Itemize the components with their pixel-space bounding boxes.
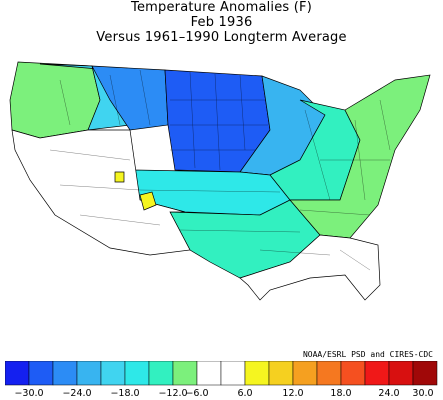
legend-swatch <box>5 361 30 386</box>
legend-tick-label: −18.0 <box>110 388 140 399</box>
color-legend <box>5 361 438 386</box>
legend-tick-label: 30.0 <box>412 388 434 399</box>
region-southwest <box>11 129 191 256</box>
data-credit: NOAA/ESRL PSD and CIRES-CDC <box>302 350 433 359</box>
legend-tick-label: −24.0 <box>62 388 92 399</box>
legend-swatch <box>292 361 318 386</box>
legend-tick-label: 24.0 <box>378 388 400 399</box>
legend-swatch <box>412 361 438 386</box>
us-anomaly-map <box>9 61 431 301</box>
legend-swatch <box>124 361 150 386</box>
legend-swatch <box>172 361 198 386</box>
legend-swatch <box>244 361 270 386</box>
map-title: Temperature Anomalies (F) <box>131 0 312 15</box>
legend-tick-label: 6.0 <box>237 388 253 399</box>
legend-swatch <box>364 361 390 386</box>
legend-swatch <box>220 361 246 386</box>
region-utah-spot-1 <box>114 171 125 183</box>
region-montana-plains <box>91 65 169 131</box>
map-date: Feb 1936 <box>190 15 253 30</box>
legend-tick-label: 18.0 <box>330 388 352 399</box>
legend-tick-label: −12.0 <box>158 388 188 399</box>
legend-tick-label: 12.0 <box>282 388 304 399</box>
legend-tick-label: −6.0 <box>185 388 209 399</box>
legend-swatch <box>52 361 78 386</box>
legend-swatch <box>268 361 294 386</box>
legend-swatch <box>28 361 54 386</box>
legend-swatch <box>388 361 414 386</box>
legend-swatch <box>340 361 366 386</box>
legend-swatch <box>100 361 126 386</box>
legend-swatch <box>76 361 102 386</box>
legend-tick-label: −30.0 <box>14 388 44 399</box>
legend-swatch <box>316 361 342 386</box>
region-utah-spot-2 <box>139 191 157 211</box>
region-pacific-northwest <box>9 61 101 139</box>
region-southeast <box>239 234 381 301</box>
legend-swatch <box>196 361 222 386</box>
map-subtitle: Versus 1961–1990 Longterm Average <box>96 30 347 45</box>
legend-swatch <box>148 361 174 386</box>
region-east-coast <box>289 74 431 239</box>
